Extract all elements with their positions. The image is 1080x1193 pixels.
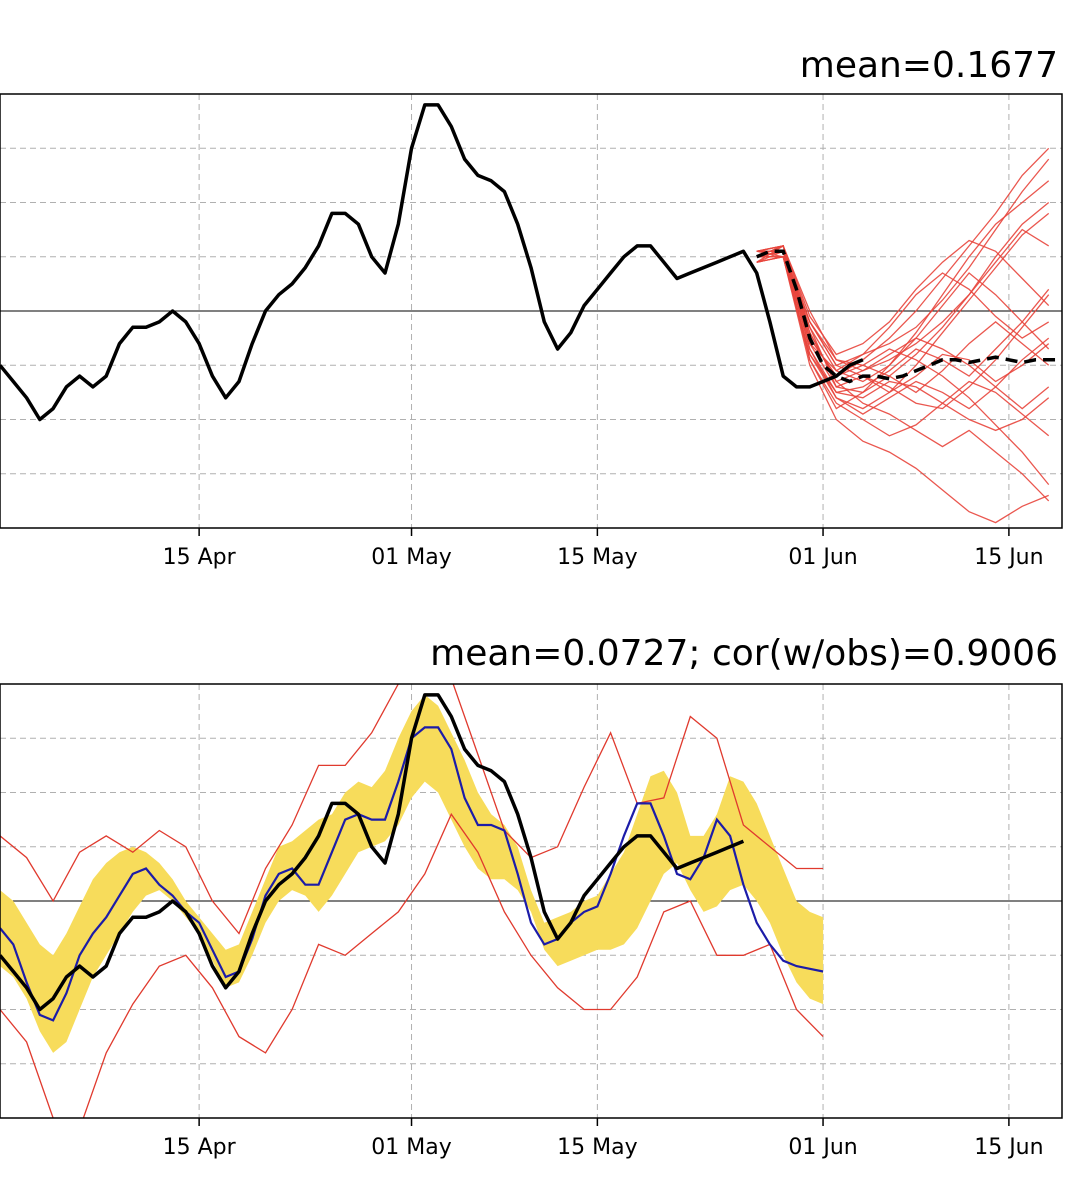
top-series: [0, 103, 1062, 422]
ensemble-member-line: [756, 256, 1050, 410]
envelope-low-line: [0, 812, 824, 1118]
bottom-x-tick-label: 01 May: [371, 1135, 451, 1160]
ensemble-member-line: [756, 158, 1050, 367]
bottom-plot-frame: [0, 683, 1063, 1119]
bottom-series-clipped: [0, 684, 824, 1118]
bottom-panel: mean=0.0727; cor(w/obs)=0.9006 15 Apr 01 …: [0, 633, 1063, 1160]
top-x-ticks: 15 Apr 01 May 15 May 01 Jun 15 Jun: [163, 528, 1044, 570]
ensemble-member-line: [756, 250, 1050, 415]
top-panel: mean=0.1677 15 Apr 01 May 15 May 01 Jun 15 J…: [0, 45, 1063, 570]
ensemble-member-line: [756, 147, 1050, 377]
top-x-tick-label: 01 May: [371, 545, 451, 570]
top-plot-frame: [0, 93, 1063, 529]
ensemble-member-line: [756, 250, 1050, 410]
ensemble-member-line: [756, 250, 1050, 432]
bottom-x-tick-label: 15 Apr: [163, 1135, 237, 1160]
ensemble-member-line: [756, 256, 1050, 394]
top-grid: [0, 94, 1062, 528]
top-x-tick-label: 01 Jun: [788, 545, 857, 570]
top-x-tick-label: 15 May: [557, 545, 637, 570]
bottom-chart-title: mean=0.0727; cor(w/obs)=0.9006: [430, 633, 1058, 674]
top-ensemble-members: [756, 147, 1050, 524]
top-x-tick-label: 15 Jun: [974, 545, 1043, 570]
top-chart-title: mean=0.1677: [800, 45, 1058, 86]
ensemble-member-line: [756, 245, 1050, 486]
envelope-high-line: [0, 684, 824, 935]
bottom-x-ticks: 15 Apr 01 May 15 May 01 Jun 15 Jun: [163, 1118, 1044, 1160]
bottom-x-tick-label: 01 Jun: [788, 1135, 857, 1160]
ensemble-member-line: [756, 256, 1049, 524]
bottom-x-tick-label: 15 May: [557, 1135, 637, 1160]
observed-line: [0, 103, 864, 422]
bottom-x-tick-label: 15 Jun: [974, 1135, 1043, 1160]
top-x-tick-label: 15 Apr: [163, 545, 237, 570]
bottom-series: [0, 684, 824, 1118]
forecast-mean-dashed-line: [756, 249, 1062, 384]
ensemble-spread-band: [0, 694, 824, 1053]
observed-line: [0, 693, 745, 1012]
